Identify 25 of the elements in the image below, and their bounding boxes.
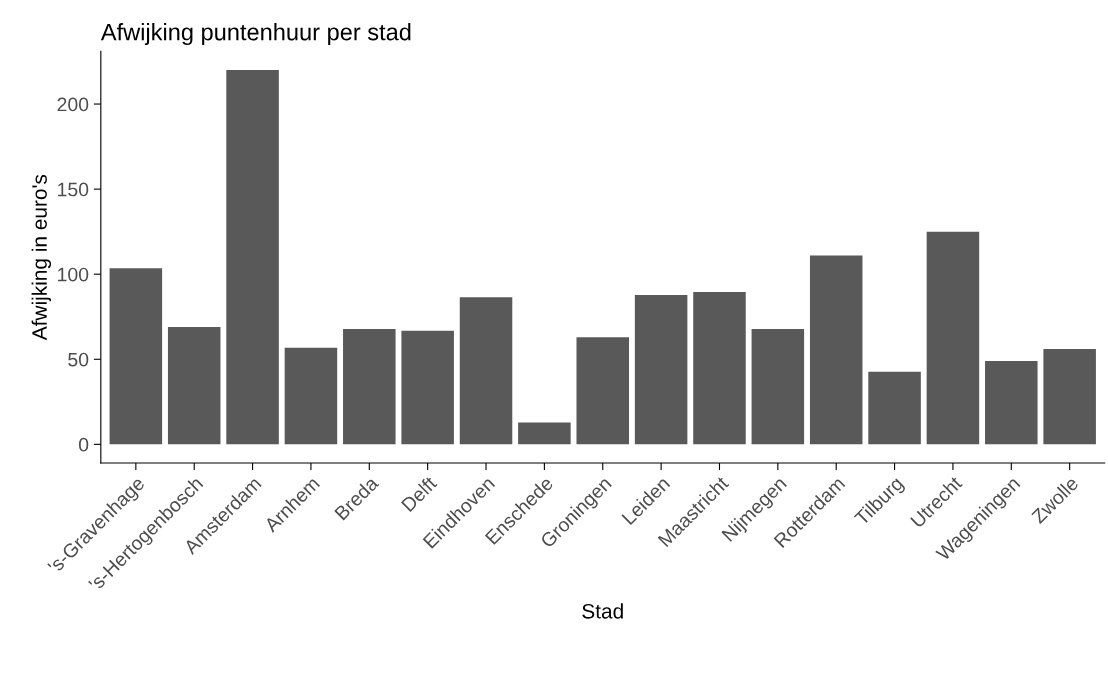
bar	[809, 255, 863, 445]
y-tick-label: 150	[58, 182, 89, 197]
bar	[985, 360, 1038, 445]
y-tick-label: 0	[78, 437, 89, 452]
y-tick-label: 200	[57, 97, 89, 112]
bar	[401, 330, 454, 445]
chart-title: Afwijking puntenhuur per stad	[100, 23, 411, 46]
bar	[634, 295, 688, 445]
bar	[868, 371, 921, 445]
bar	[1043, 349, 1096, 445]
bar	[167, 326, 221, 445]
bar	[226, 70, 279, 445]
bar	[926, 231, 980, 445]
bar	[284, 347, 338, 445]
bar	[459, 297, 513, 445]
bar	[751, 328, 805, 445]
bar	[343, 328, 396, 445]
bar	[693, 292, 746, 445]
y-tick-label: 100	[58, 267, 89, 282]
y-axis-title: Afwijking in euro's	[31, 174, 52, 341]
y-tick-label: 50	[68, 352, 89, 367]
bar	[576, 337, 630, 445]
x-axis-title: Stad	[582, 603, 623, 619]
bar	[109, 268, 163, 445]
bar	[518, 422, 571, 445]
